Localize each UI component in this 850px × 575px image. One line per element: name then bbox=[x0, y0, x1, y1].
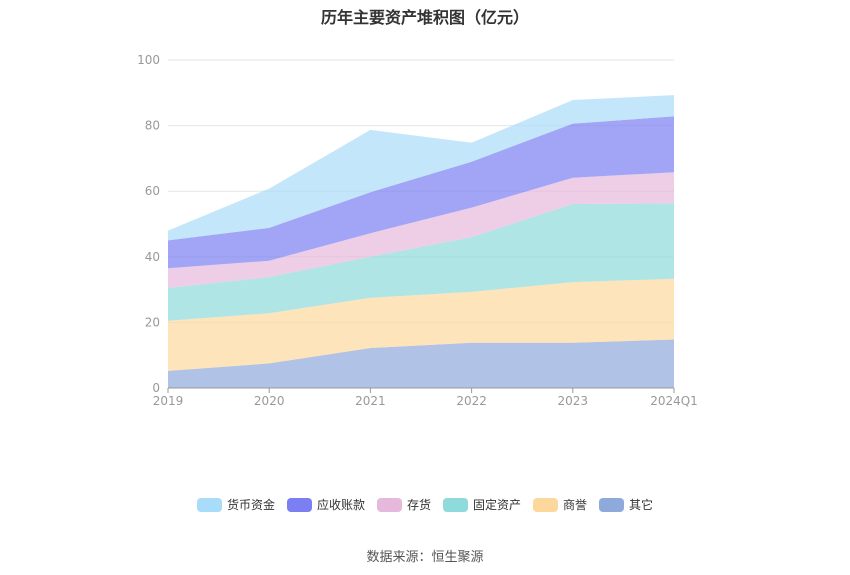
x-tick-label: 2021 bbox=[355, 394, 386, 408]
legend-label: 商誉 bbox=[563, 498, 588, 512]
y-tick-label: 20 bbox=[145, 315, 160, 329]
legend-swatch bbox=[443, 497, 468, 512]
chart-title: 历年主要资产堆积图（亿元） bbox=[320, 8, 529, 27]
area-应收账款 bbox=[168, 116, 674, 269]
legend: 货币资金 应收账款 存货 固定资产 商誉 其它 bbox=[0, 496, 850, 513]
legend-item[interactable]: 货币资金 bbox=[196, 496, 275, 513]
area-固定资产 bbox=[168, 203, 674, 321]
axes: 0 20 40 60 80 100 2019 2020 2021 2022 2023 2024Q1 bbox=[137, 53, 698, 408]
y-tick-label: 40 bbox=[145, 250, 160, 264]
legend-swatch bbox=[599, 497, 625, 512]
legend-label: 存货 bbox=[406, 498, 431, 512]
legend-item[interactable]: 应收账款 bbox=[286, 496, 365, 513]
legend-item[interactable]: 其它 bbox=[599, 496, 653, 513]
y-tick-label: 60 bbox=[145, 184, 160, 198]
legend-swatch bbox=[286, 497, 312, 512]
area-货币资金 bbox=[168, 95, 674, 241]
y-tick-label: 80 bbox=[145, 119, 160, 133]
legend-label: 货币资金 bbox=[226, 498, 275, 512]
legend-label: 固定资产 bbox=[473, 498, 522, 512]
x-tick-label: 2020 bbox=[254, 394, 285, 408]
y-tick-label: 0 bbox=[152, 381, 160, 395]
area-商誉 bbox=[168, 278, 674, 371]
legend-item[interactable]: 存货 bbox=[376, 496, 431, 513]
area-series bbox=[168, 95, 674, 388]
x-tick-label: 2023 bbox=[558, 394, 589, 408]
legend-label: 应收账款 bbox=[316, 498, 365, 512]
legend-swatch bbox=[196, 497, 222, 512]
area-其它 bbox=[168, 339, 674, 388]
area-存货 bbox=[168, 172, 674, 288]
y-tick-label: 100 bbox=[137, 53, 160, 67]
x-tick-label: 2022 bbox=[456, 394, 487, 408]
legend-item[interactable]: 商誉 bbox=[533, 496, 587, 513]
legend-swatch bbox=[376, 497, 402, 512]
legend-swatch bbox=[533, 497, 559, 512]
x-tick-label: 2024Q1 bbox=[650, 394, 698, 408]
legend-label: 其它 bbox=[629, 498, 654, 512]
legend-item[interactable]: 固定资产 bbox=[443, 496, 521, 513]
x-tick-label: 2019 bbox=[153, 394, 184, 408]
source-note: 数据来源：恒生聚源 bbox=[366, 550, 484, 565]
